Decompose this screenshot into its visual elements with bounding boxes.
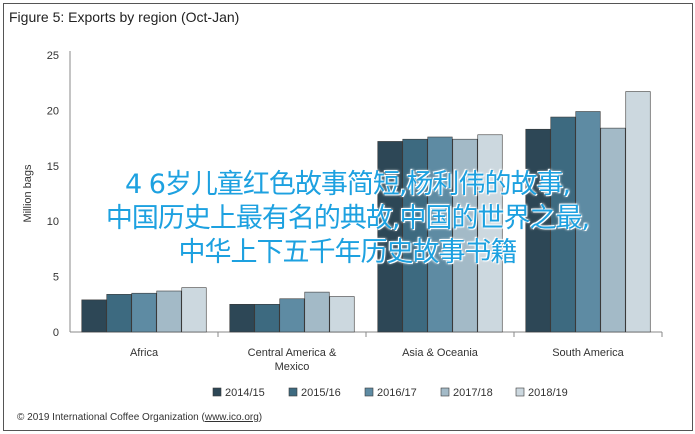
bar-2015-16 [106,294,132,333]
bar-2017-18 [600,127,626,333]
legend-swatch [288,387,298,397]
y-tick-label: 0 [53,327,59,339]
overlay-text-line-3: 中华上下五千年历史故事书籍 [178,237,518,268]
copyright-footer: © 2019 International Coffee Organization… [17,412,262,423]
x-category-label: Central America & [248,347,337,359]
overlay-text-line-1: 4 6岁儿童红色故事简短,杨利伟的故事, [124,169,571,200]
x-category-label: Asia & Oceania [402,347,479,359]
legend-swatch [440,387,450,397]
footer-text: © 2019 International Coffee Organization… [17,412,205,423]
bar-2017-18 [452,138,478,333]
bar-2016-17 [427,136,453,333]
bar-2014-15 [377,141,403,333]
legend-swatch [212,387,222,397]
bar-2016-17 [279,298,305,333]
y-tick-label: 15 [47,161,59,173]
bar-2015-16 [402,138,428,333]
bar-2015-16 [550,116,576,333]
bar-2018-19 [181,287,207,333]
footer-close: ) [258,412,263,423]
bar-2017-18 [304,291,330,333]
legend-swatch [515,387,525,397]
chart-title: Figure 5: Exports by region (Oct-Jan) [9,9,240,25]
legend-label: 2015/16 [301,387,341,399]
legend-swatch [364,387,374,397]
bar-2014-15 [525,128,551,333]
bar-2018-19 [625,91,651,333]
x-category-label: Mexico [275,361,310,373]
bar-2015-16 [254,303,280,333]
legend-label: 2016/17 [377,387,417,399]
bar-2014-15 [229,303,255,333]
bar-2016-17 [131,292,157,333]
bar-2018-19 [329,296,355,333]
footer-link[interactable]: www.ico.org [204,412,259,423]
x-category-label: Africa [130,347,159,359]
legend-label: 2018/19 [528,387,568,399]
overlay-text-line-2: 中国历史上最有名的典故,中国的世界之最, [105,203,590,234]
y-tick-label: 10 [47,216,59,228]
y-tick-label: 5 [53,272,59,284]
y-axis-label: Million bags [22,164,34,223]
legend-label: 2014/15 [225,387,265,399]
y-tick-label: 25 [47,50,59,62]
bar-2017-18 [156,290,182,333]
y-tick-label: 20 [47,105,59,117]
bar-2014-15 [81,299,107,333]
legend-label: 2017/18 [453,387,493,399]
x-category-label: South America [552,347,624,359]
bar-2016-17 [575,111,601,333]
bar-2018-19 [477,134,503,333]
